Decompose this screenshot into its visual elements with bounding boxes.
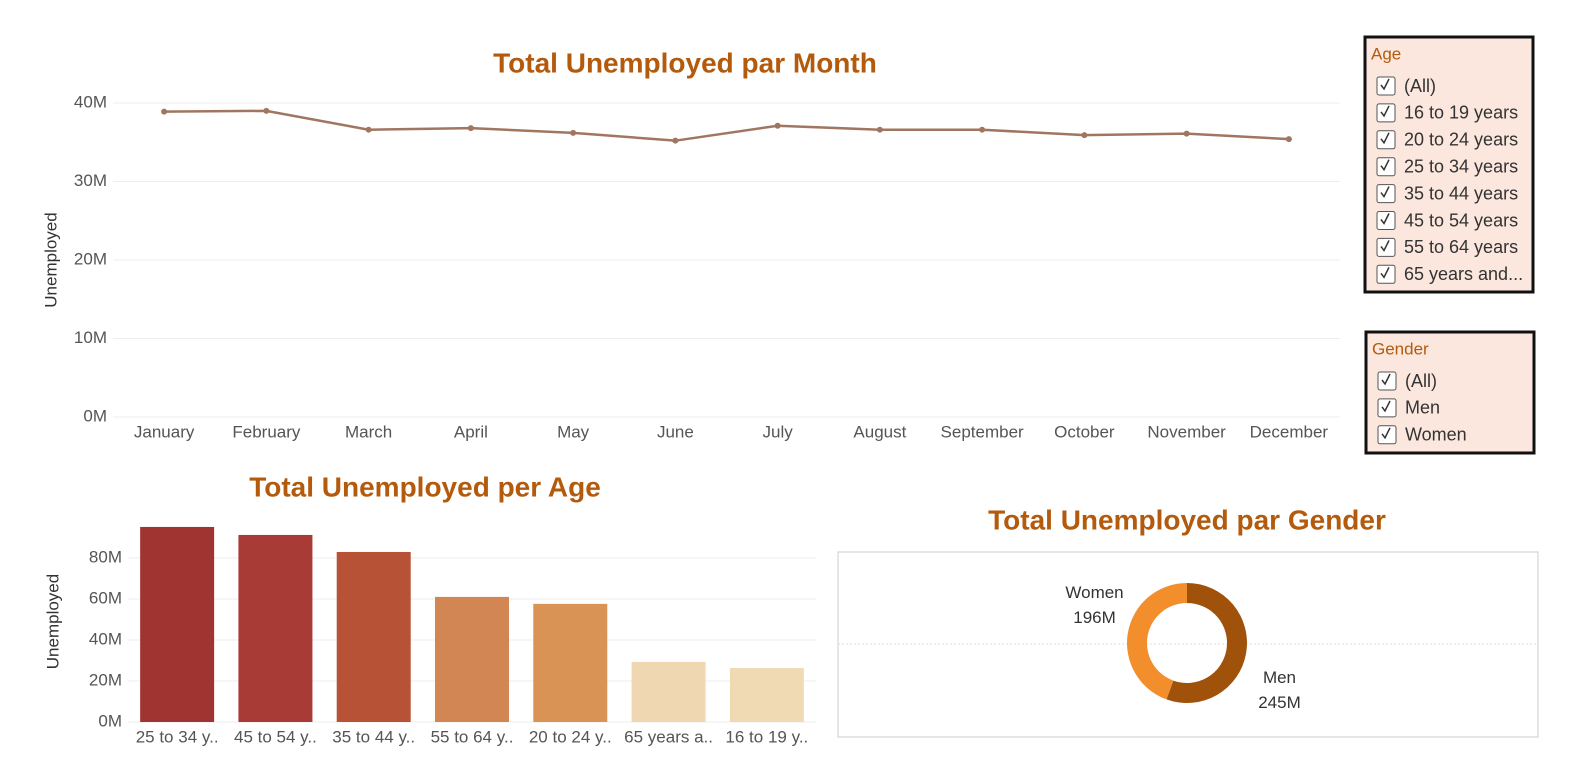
line — [164, 109, 1289, 142]
point — [1081, 132, 1088, 139]
point — [979, 126, 986, 133]
x-tick-label: April — [454, 422, 488, 441]
filter-option[interactable]: 45 to 54 years — [1404, 210, 1518, 230]
x-tick-label: December — [1250, 422, 1329, 441]
point — [263, 107, 270, 114]
bar — [435, 596, 509, 722]
donut-segment — [1127, 583, 1187, 700]
checkmark — [1381, 373, 1391, 386]
filter-option[interactable]: 65 years and... — [1404, 264, 1523, 284]
filter-option[interactable]: Men — [1405, 398, 1440, 418]
checkmark — [1380, 78, 1390, 91]
point — [1285, 136, 1292, 143]
x-tick-label: January — [134, 422, 195, 441]
bar — [238, 534, 313, 722]
slice-label: Men — [1263, 668, 1296, 687]
point — [774, 122, 781, 129]
x-tick-label: November — [1147, 422, 1226, 441]
checkmark — [1381, 400, 1391, 413]
x-tick-label: 45 to 54 y.. — [234, 727, 317, 746]
donut-segment — [1166, 583, 1247, 703]
point — [467, 125, 474, 132]
x-tick-label: May — [557, 422, 590, 441]
bar — [631, 661, 706, 722]
x-tick-label: October — [1054, 422, 1115, 441]
y-tick-label: 20M — [89, 670, 122, 689]
x-tick-label: March — [345, 422, 392, 441]
y-tick-label: 60M — [89, 588, 122, 607]
x-tick-label: 25 to 34 y.. — [136, 727, 219, 746]
bar — [336, 551, 411, 722]
point — [876, 126, 883, 133]
point — [365, 126, 372, 133]
y-tick-label: 30M — [74, 171, 107, 190]
x-tick-label: July — [763, 422, 794, 441]
checkmark — [1381, 427, 1391, 440]
filter-option[interactable]: (All) — [1405, 371, 1437, 391]
point — [570, 129, 577, 136]
point — [672, 137, 679, 144]
slice-value: 245M — [1258, 693, 1301, 712]
y-axis-label: Unemployed — [41, 212, 60, 307]
chart-title: Total Unemployed par Gender — [988, 504, 1386, 535]
x-tick-label: 16 to 19 y.. — [725, 727, 808, 746]
checkmark — [1380, 159, 1390, 172]
filter-title: Age — [1371, 44, 1401, 63]
x-tick-label: June — [657, 422, 694, 441]
x-tick-label: 35 to 44 y.. — [332, 727, 415, 746]
y-tick-label: 0M — [83, 406, 107, 425]
checkmark — [1380, 132, 1390, 145]
bar — [140, 526, 215, 722]
x-tick-label: 65 years a.. — [624, 727, 713, 746]
filter-title: Gender — [1372, 339, 1429, 358]
y-axis-label: Unemployed — [43, 574, 62, 669]
filter-option[interactable]: 25 to 34 years — [1404, 156, 1518, 176]
x-tick-label: February — [232, 422, 301, 441]
y-tick-label: 20M — [74, 249, 107, 268]
checkmark — [1380, 105, 1390, 118]
filter-option[interactable]: 35 to 44 years — [1404, 183, 1518, 203]
checkmark — [1380, 186, 1390, 199]
checkmark — [1380, 213, 1390, 225]
checkmark — [1380, 266, 1390, 279]
filter-option[interactable]: 55 to 64 years — [1404, 237, 1518, 257]
x-tick-label: 20 to 24 y.. — [529, 727, 612, 746]
filter-option[interactable]: Women — [1405, 425, 1467, 445]
bar — [533, 603, 608, 722]
point — [161, 108, 168, 115]
chart-title: Total Unemployed par Month — [493, 47, 877, 78]
chart-title: Total Unemployed per Age — [249, 471, 601, 502]
bar — [729, 668, 804, 722]
filter-option[interactable]: 16 to 19 years — [1404, 103, 1518, 123]
y-tick-label: 40M — [89, 629, 122, 648]
slice-value: 196M — [1073, 608, 1116, 627]
checkmark — [1380, 240, 1390, 252]
y-tick-label: 80M — [89, 547, 122, 566]
x-tick-label: August — [853, 422, 906, 441]
filter-option[interactable]: 20 to 24 years — [1404, 130, 1518, 150]
y-tick-label: 40M — [74, 92, 107, 111]
y-tick-label: 0M — [98, 711, 122, 730]
x-tick-label: September — [941, 422, 1024, 441]
slice-label: Women — [1065, 583, 1123, 602]
point — [1183, 130, 1190, 137]
filter-option[interactable]: (All) — [1404, 76, 1436, 96]
y-tick-label: 10M — [74, 328, 107, 347]
x-tick-label: 55 to 64 y.. — [431, 727, 514, 746]
